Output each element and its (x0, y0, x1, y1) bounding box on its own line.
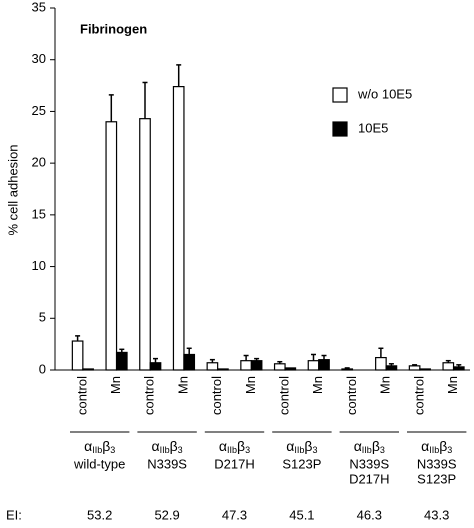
y-axis-label: % cell adhesion (5, 144, 20, 235)
group-label: wild-type (73, 456, 125, 471)
subunit-part: β (304, 438, 312, 454)
x-tick-label: control (411, 376, 426, 415)
bar (183, 353, 196, 371)
group-subunit: αIIbβ3 (152, 438, 183, 456)
ei-value: 53.2 (87, 507, 112, 522)
bar (139, 118, 151, 371)
bar (341, 368, 354, 371)
subunit-part: IIb (429, 445, 439, 455)
legend-swatch (332, 121, 348, 137)
x-tick-label: Mn (378, 376, 393, 394)
bar (105, 121, 118, 371)
x-tick-label: Mn (310, 376, 325, 394)
subunit-part: IIb (92, 445, 102, 455)
subunit-part: β (372, 438, 380, 454)
ei-value: 46.3 (357, 507, 382, 522)
ei-value: 52.9 (154, 507, 179, 522)
bar (318, 359, 330, 371)
bar (206, 362, 219, 371)
x-tick-label: Mn (243, 376, 258, 394)
subunit-part: β (237, 438, 245, 454)
bar (172, 86, 185, 371)
group-label: D217H (349, 471, 389, 486)
group-label: N339S (417, 456, 457, 471)
bar (115, 351, 128, 371)
bar (71, 340, 84, 371)
ei-value: 45.1 (289, 507, 314, 522)
y-tick-label: 15 (32, 206, 46, 221)
group-subunit: αIIbβ3 (421, 438, 452, 456)
subunit-part: IIb (362, 445, 372, 455)
x-tick-label: control (74, 376, 89, 415)
y-tick-label: 20 (32, 155, 46, 170)
group-subunit: αIIbβ3 (354, 438, 385, 456)
x-tick-label: control (276, 376, 291, 415)
ei-value: 47.3 (222, 507, 247, 522)
group-subunit: αIIbβ3 (219, 438, 250, 456)
y-tick-label: 5 (39, 310, 46, 325)
legend-swatch (332, 87, 348, 103)
bar (385, 365, 398, 371)
bar (240, 360, 252, 371)
subunit-part: α (421, 438, 429, 454)
subunit-part: β (170, 438, 178, 454)
group-label: D217H (214, 456, 254, 471)
subunit-part: IIb (294, 445, 304, 455)
bar (419, 368, 431, 371)
bar (442, 362, 455, 371)
bar (408, 365, 421, 371)
y-tick-label: 25 (32, 103, 46, 118)
group-label: N339S (147, 456, 187, 471)
group-label: N339S (349, 456, 389, 471)
subunit-part: 3 (312, 445, 317, 455)
x-tick-label: control (142, 376, 157, 415)
group-label: S123P (282, 456, 321, 471)
bar (217, 368, 229, 371)
subunit-part: 3 (110, 445, 115, 455)
y-tick-label: 10 (32, 258, 46, 273)
annotation: Fibrinogen (80, 21, 147, 36)
legend-label: w/o 10E5 (357, 86, 412, 101)
subunit-part: α (152, 438, 160, 454)
subunit-part: IIb (227, 445, 237, 455)
x-tick-label: Mn (445, 376, 460, 394)
ei-label: EI: (6, 507, 22, 522)
group-label: S123P (417, 471, 456, 486)
bar (273, 363, 286, 371)
bar (250, 360, 263, 371)
subunit-part: 3 (245, 445, 250, 455)
group-subunit: αIIbβ3 (84, 438, 115, 456)
bar (149, 362, 162, 371)
x-tick-label: control (209, 376, 224, 415)
x-tick-label: Mn (175, 376, 190, 394)
bar (82, 368, 94, 371)
subunit-part: 3 (178, 445, 183, 455)
bar (284, 367, 297, 371)
x-tick-label: control (344, 376, 359, 415)
subunit-part: α (219, 438, 227, 454)
subunit-part: β (439, 438, 447, 454)
x-tick-label: Mn (108, 376, 123, 394)
y-tick-label: 0 (39, 361, 46, 376)
y-tick-label: 30 (32, 51, 46, 66)
legend-label: 10E5 (358, 120, 388, 135)
y-tick-label: 35 (32, 0, 46, 14)
bar (452, 366, 465, 371)
subunit-part: 3 (447, 445, 452, 455)
subunit-part: β (102, 438, 110, 454)
subunit-part: 3 (380, 445, 385, 455)
bar (307, 360, 320, 371)
subunit-part: α (286, 438, 294, 454)
subunit-part: α (84, 438, 92, 454)
ei-value: 43.3 (424, 507, 449, 522)
subunit-part: IIb (160, 445, 170, 455)
subunit-part: α (354, 438, 362, 454)
group-subunit: αIIbβ3 (286, 438, 317, 456)
bar (375, 356, 387, 371)
